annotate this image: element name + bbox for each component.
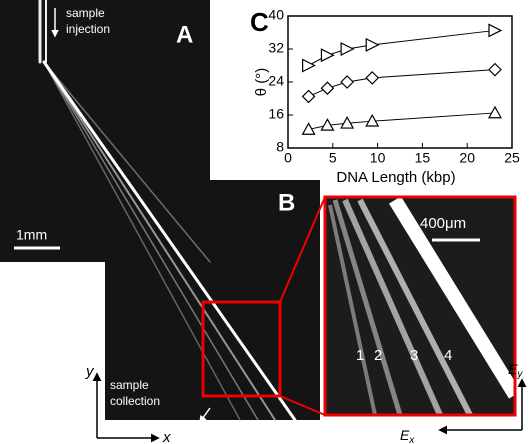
x-tick-label: 0 bbox=[284, 150, 292, 166]
axis-name: x bbox=[162, 429, 171, 444]
y-axis-label: θ (°) bbox=[253, 68, 270, 97]
marker bbox=[365, 113, 380, 127]
label: collection bbox=[110, 394, 160, 408]
field-label: Ex bbox=[400, 427, 415, 444]
label: sample bbox=[110, 378, 149, 392]
x-tick-label: 15 bbox=[415, 150, 431, 166]
axis-name: y bbox=[85, 363, 95, 380]
marker bbox=[365, 71, 380, 85]
band-label: 1 bbox=[356, 347, 364, 364]
marker bbox=[301, 89, 316, 104]
y-tick-label: 40 bbox=[268, 7, 284, 23]
chart-title: C bbox=[250, 7, 269, 37]
marker bbox=[488, 23, 503, 38]
scale-label: 400μm bbox=[420, 215, 466, 232]
arrow bbox=[199, 407, 211, 424]
marker bbox=[320, 118, 335, 131]
x-tick-label: 20 bbox=[459, 150, 475, 166]
plot-frame bbox=[287, 15, 513, 149]
marker bbox=[340, 75, 354, 89]
x-axis-label: DNA Length (kbp) bbox=[336, 169, 455, 186]
series-line bbox=[308, 69, 496, 97]
series-line bbox=[308, 112, 496, 130]
streaks bbox=[38, 0, 297, 422]
marker bbox=[365, 37, 380, 52]
band-label: 5 bbox=[488, 347, 496, 364]
field-label: Ey bbox=[508, 361, 523, 380]
marker bbox=[488, 62, 502, 77]
panel-label: B bbox=[278, 189, 295, 216]
zoom-line bbox=[279, 395, 326, 416]
y-tick-label: 8 bbox=[276, 139, 284, 155]
series-line bbox=[308, 29, 496, 66]
x-tick-label: 5 bbox=[329, 150, 337, 166]
marker bbox=[340, 116, 355, 129]
scale-label: 1mm bbox=[16, 227, 47, 243]
marker bbox=[320, 48, 335, 63]
band-label: 2 bbox=[374, 347, 382, 364]
marker bbox=[301, 122, 316, 135]
marker bbox=[340, 42, 355, 56]
band-labels: 1 2 3 4 5 bbox=[356, 347, 496, 364]
x-tick-label: 25 bbox=[504, 150, 520, 166]
y-tick-label: 32 bbox=[268, 40, 284, 56]
zoom-line bbox=[279, 196, 326, 303]
label: injection bbox=[66, 22, 110, 36]
y-tick-label: 16 bbox=[268, 106, 284, 122]
marker bbox=[320, 81, 335, 96]
inset-streaks bbox=[328, 196, 521, 417]
inset-border bbox=[323, 195, 517, 417]
marker bbox=[302, 58, 316, 73]
zoom-box bbox=[201, 300, 282, 398]
band-label: 3 bbox=[410, 347, 418, 364]
y-tick-label: 24 bbox=[268, 73, 284, 89]
x-tick-label: 10 bbox=[370, 150, 386, 166]
panel-label: A bbox=[176, 21, 193, 48]
band-label: 4 bbox=[444, 347, 452, 364]
chart: 0 5 10 15 20 25 8 16 24 32 40 bbox=[268, 7, 520, 166]
label: sample bbox=[66, 6, 105, 20]
marker bbox=[487, 105, 502, 119]
